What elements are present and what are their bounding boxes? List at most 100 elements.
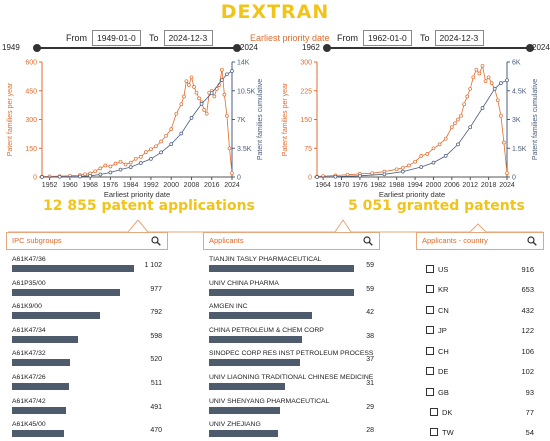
value-bar [209,265,354,272]
per-year-point [187,83,191,87]
cumulative-point [159,150,163,155]
y-tick-label: 150 [25,146,37,153]
country-checkbox[interactable] [426,326,434,334]
cumulative-point [225,72,229,77]
y-right-tick-label: 0 [512,175,516,182]
applicants-panel-header: Applicants [203,232,380,250]
x-tick-label: 1992 [143,182,159,189]
list-item[interactable]: A61K47/32 520 [6,348,168,372]
right-from-date-input[interactable] [363,30,412,46]
search-icon[interactable] [363,236,373,246]
y-right-tick-label: 10.5K [237,88,256,95]
y-right-axis-label: Patent families cumulative [532,79,539,160]
value-bar [12,383,69,390]
list-item-value: 38 [366,332,374,340]
country-checkbox[interactable] [426,367,434,375]
applications-chart-svg: 0 150 300 450 600 0 3.5K 7K 10.5K 14K 1952 1960 1968… [7,60,264,200]
country-code: JP [438,326,447,335]
list-item-name: TIANJIN TASLY PHARMACEUTICAL [209,256,322,263]
cumulative-series-line [41,70,233,178]
country-checkbox[interactable] [430,408,438,416]
right-date-slider[interactable] [323,43,534,53]
list-item[interactable]: AMGEN INC 42 [203,301,380,325]
list-item[interactable]: UNIV CHINA PHARMA 59 [203,278,380,302]
list-item[interactable]: A61K47/42 491 [6,396,168,420]
list-item[interactable]: A61K9/00 792 [6,301,168,325]
per-year-point [468,86,473,91]
per-year-point [345,172,350,177]
country-checkbox[interactable] [426,388,434,396]
left-to-date-input[interactable] [163,30,213,46]
country-count: 77 [525,408,534,417]
list-item-name: UNIV CHINA PHARMA [209,279,279,287]
per-year-point [471,75,476,80]
right-to-date-input[interactable] [434,30,484,46]
country-item[interactable]: GB 93 [426,385,534,405]
country-item[interactable]: JP 122 [426,323,534,343]
per-year-point [370,171,375,176]
list-item[interactable]: A61K47/36 1 102 [6,254,168,278]
value-bar [209,383,286,390]
y-tick-label: 225 [300,88,312,95]
value-bar [12,359,70,367]
value-bar [209,430,278,438]
country-item[interactable]: TW 54 [430,425,534,441]
search-icon[interactable] [527,236,537,246]
x-tick-label: 2006 [444,182,460,189]
country-checkbox[interactable] [426,285,434,293]
left-from-date-input[interactable] [92,30,141,46]
country-item[interactable]: DE 102 [426,364,534,384]
list-item[interactable]: UNIV LIAONING TRADITIONAL CHINESE MEDICI… [203,372,380,396]
per-year-point [194,90,199,95]
from-label: From [337,33,358,43]
list-item[interactable]: A61K47/26 511 [6,372,168,396]
per-year-series-line [41,69,233,177]
country-count: 916 [521,265,534,274]
country-item[interactable]: CN 432 [426,303,534,323]
left-date-filter: From To [66,29,213,47]
x-tick-label: 2024 [499,182,515,189]
left-slider-end-handle[interactable] [233,44,241,52]
left-slider-start-handle[interactable] [33,44,41,52]
list-item[interactable]: A61P35/00 977 [6,278,168,302]
per-year-point [419,154,424,158]
list-item-value: 42 [366,309,374,317]
cumulative-point [179,131,184,136]
per-year-point [225,113,229,118]
y-tick-label: 300 [300,60,312,67]
list-item[interactable]: CHINA PETROLEUM & CHEM CORP 38 [203,325,380,349]
granted-chart: 0 75 150 225 300 0 1.5K 3K 4.5K 6K 1964 1970 1976 198… [275,55,550,200]
country-checkbox[interactable] [430,428,438,436]
cumulative-point [382,172,387,177]
list-item-name: UNIV SHENYANG PHARMACEUTICAL [209,397,330,405]
list-item[interactable]: SINOPEC CORP RES INST PETROLEUM PROCESS 3… [203,348,380,372]
list-item[interactable]: A61K45/00 470 [6,419,168,441]
x-tick-label: 1968 [82,182,98,189]
country-item[interactable]: US 916 [426,262,534,282]
country-item[interactable]: CH 106 [426,344,534,364]
per-year-point [431,146,436,151]
country-item[interactable]: DK 77 [430,405,534,425]
cumulative-point [40,175,44,179]
cumulative-point [149,157,153,161]
value-bar [12,265,134,272]
country-checkbox[interactable] [426,347,434,355]
list-item[interactable]: TIANJIN TASLY PHARMACEUTICAL 59 [203,254,380,278]
country-item[interactable]: KR 653 [426,282,534,302]
ipc-panel-header: IPC subgroups [6,232,168,250]
from-label: From [66,33,87,43]
list-item[interactable]: UNIV ZHEJIANG 28 [203,419,380,441]
cumulative-point [128,165,133,169]
per-year-point [453,121,457,126]
left-date-slider[interactable] [33,43,241,53]
right-slider-end-handle[interactable] [526,44,534,52]
country-checkbox[interactable] [426,265,434,273]
list-item-value: 491 [150,403,162,411]
list-item[interactable]: A61K47/34 598 [6,325,168,349]
ipc-subgroups-panel: IPC subgroups A61K47/36 1 102 A61P35/00 977… [6,232,168,441]
y-right-tick-label: 4.5K [512,88,527,95]
search-icon[interactable] [151,236,161,246]
country-checkbox[interactable] [426,306,434,314]
list-item[interactable]: UNIV SHENYANG PHARMACEUTICAL 29 [203,396,380,420]
right-slider-start-handle[interactable] [323,44,331,52]
